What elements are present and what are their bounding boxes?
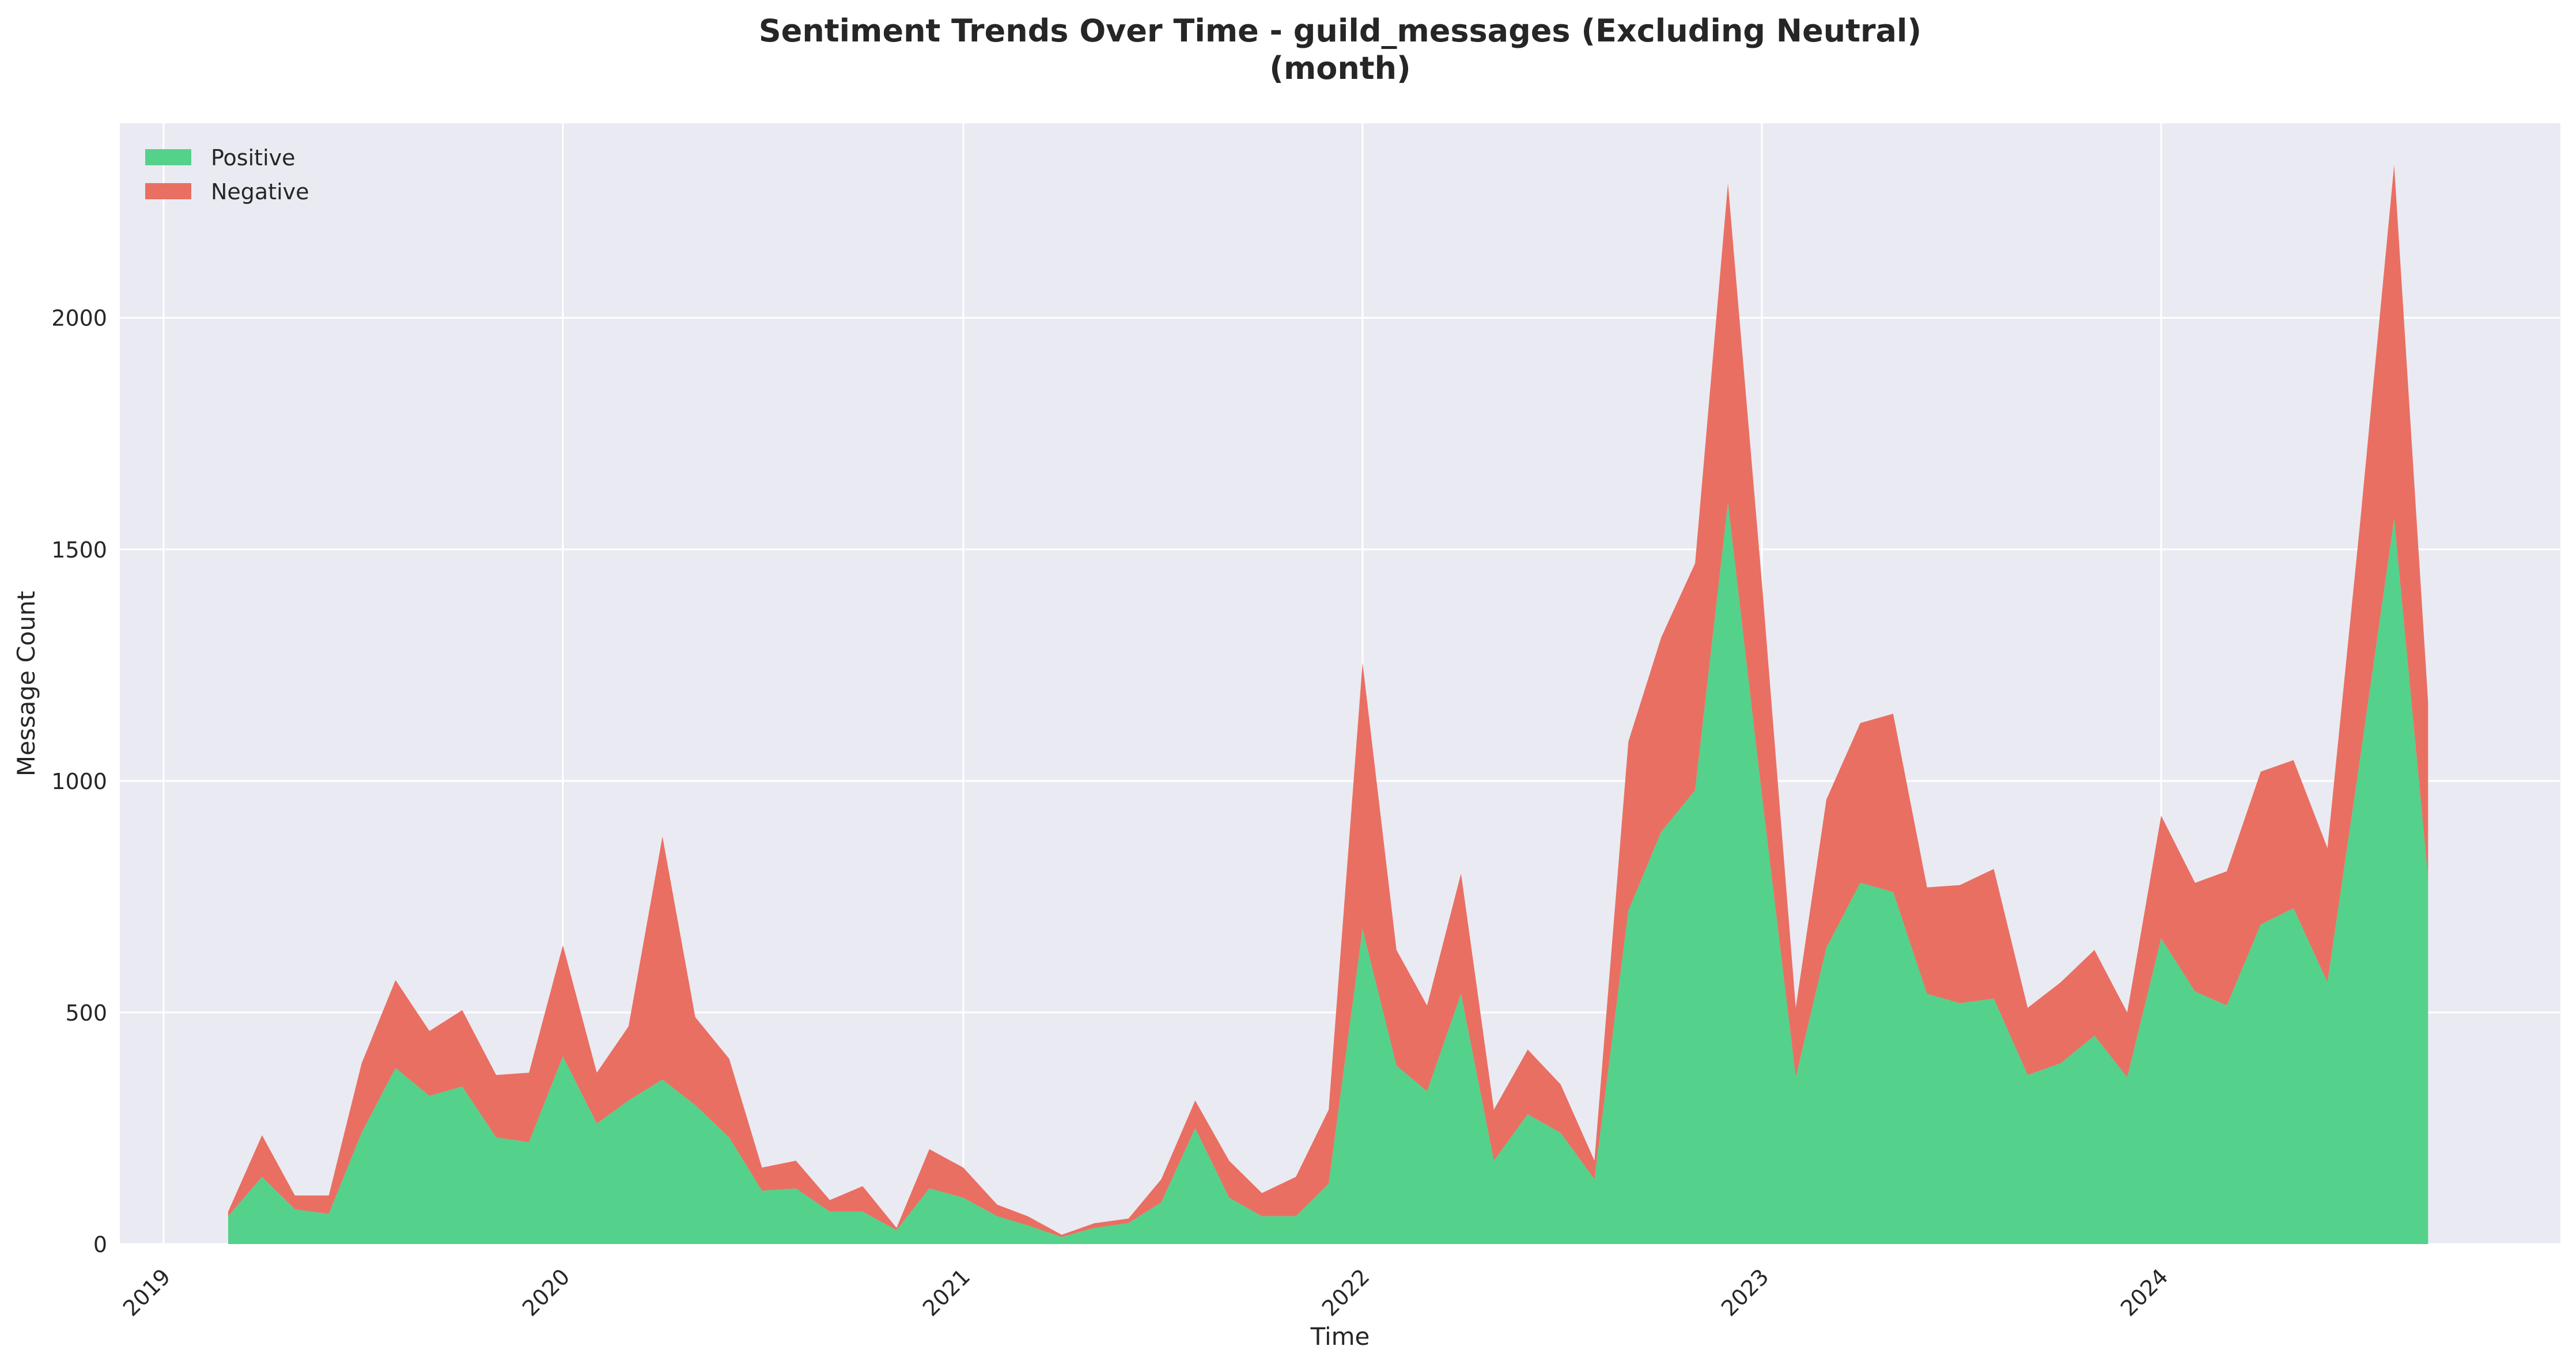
stacked-areas xyxy=(228,165,2429,1244)
x-axis-label: Time xyxy=(1310,1322,1370,1351)
y-axis-label: Message Count xyxy=(12,591,40,776)
y-tick-label: 1000 xyxy=(51,769,107,794)
chart-subtitle: (month) xyxy=(1269,50,1410,86)
x-tick-label: 2023 xyxy=(1716,1264,1774,1321)
y-tick-label: 1500 xyxy=(51,537,107,563)
positive-area xyxy=(228,503,2429,1244)
x-axis-ticks: 2019 2020 2021 2022 2023 2024 xyxy=(118,1264,2173,1321)
y-tick-label: 0 xyxy=(93,1232,107,1257)
legend-swatch-positive xyxy=(145,149,191,165)
x-tick-label: 2020 xyxy=(517,1264,575,1321)
x-tick-label: 2022 xyxy=(1317,1264,1375,1321)
y-tick-label: 2000 xyxy=(51,306,107,331)
y-axis-ticks: 0 500 1000 1500 2000 xyxy=(51,306,107,1257)
legend-label-positive: Positive xyxy=(211,145,296,170)
y-tick-label: 500 xyxy=(65,1000,107,1026)
legend-label-negative: Negative xyxy=(211,179,309,204)
legend: Positive Negative xyxy=(145,145,309,204)
x-tick-label: 2024 xyxy=(2116,1264,2173,1321)
chart-title: Sentiment Trends Over Time - guild_messa… xyxy=(759,13,1921,49)
x-tick-label: 2021 xyxy=(918,1264,975,1321)
legend-swatch-negative xyxy=(145,183,191,199)
x-tick-label: 2019 xyxy=(118,1264,176,1321)
